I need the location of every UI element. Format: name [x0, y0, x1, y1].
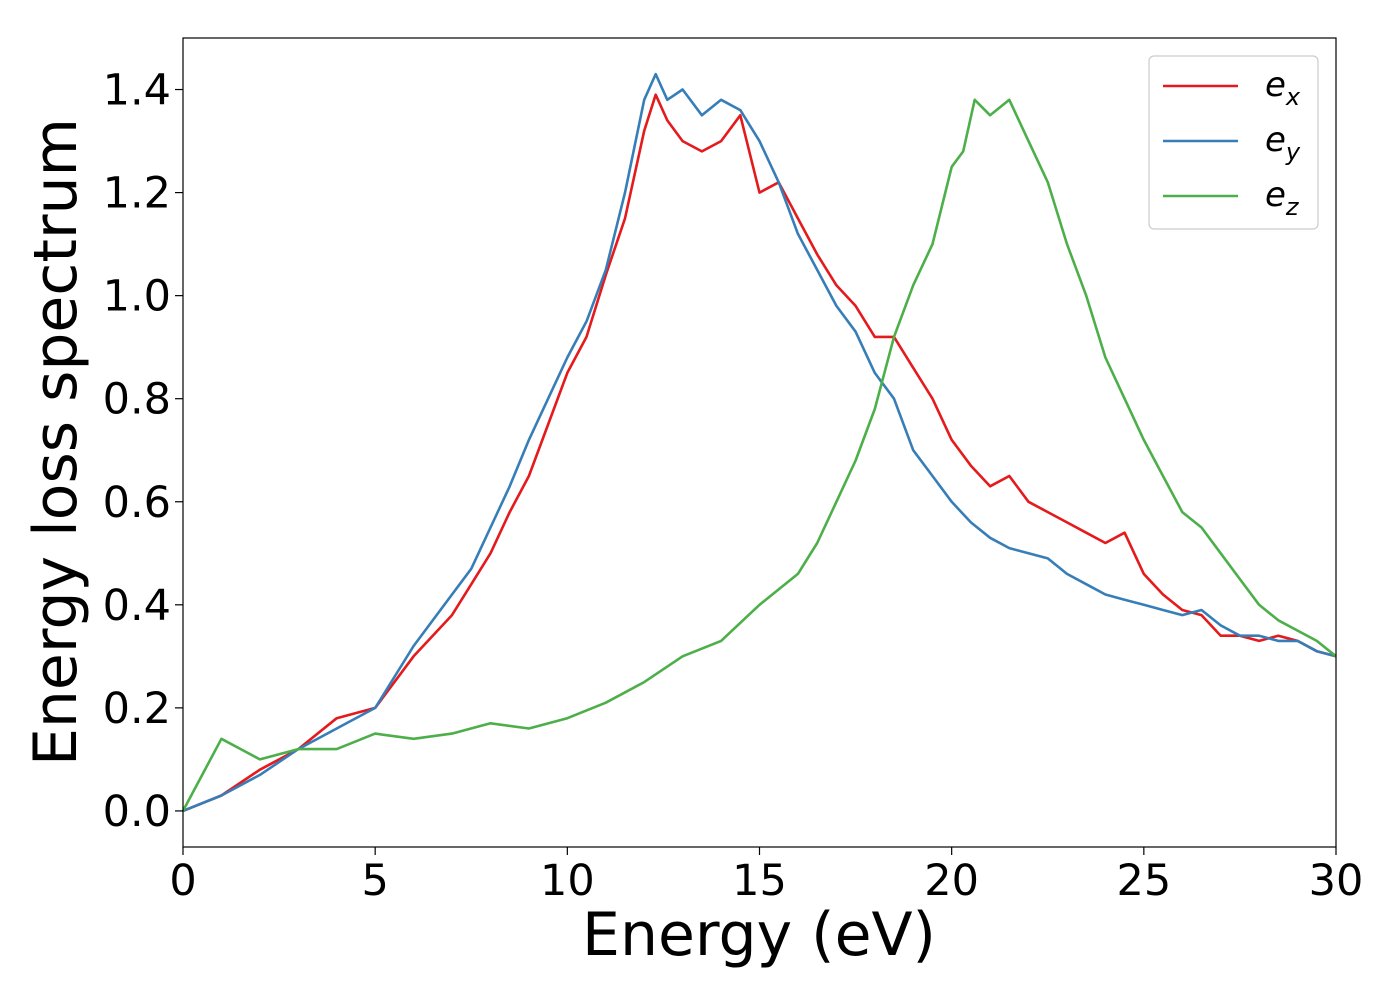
series-line-ez	[181, 98, 1337, 812]
y-tick-label: 0.2	[103, 684, 171, 734]
x-axis-ticks: 0 5 10 15 20 25 30	[169, 847, 1363, 906]
y-tick-label: 1.4	[103, 66, 171, 116]
series-lines	[181, 72, 1337, 813]
y-tick-label: 0.6	[103, 478, 171, 528]
x-tick-label: 10	[540, 856, 595, 906]
x-tick-label: 0	[169, 856, 196, 906]
x-tick-label: 15	[732, 856, 787, 906]
x-tick-label: 5	[361, 856, 388, 906]
y-tick-label: 1.2	[103, 169, 171, 219]
y-tick-label: 0.8	[103, 375, 171, 425]
x-tick-label: 30	[1309, 856, 1364, 906]
y-tick-label: 0.0	[103, 787, 171, 837]
legend-box	[1148, 55, 1319, 230]
x-axis-title: Energy (eV)	[582, 900, 936, 970]
series-line-ey	[182, 72, 1337, 813]
y-tick-label: 1.0	[103, 272, 171, 322]
x-tick-label: 20	[924, 856, 979, 906]
y-axis-title: Energy loss spectrum	[21, 118, 91, 766]
y-axis-ticks: 0.0 0.2 0.4 0.6 0.8 1.0 1.2 1.4	[103, 66, 183, 837]
series-line-ex	[182, 93, 1337, 813]
x-tick-label: 25	[1116, 856, 1171, 906]
y-tick-label: 0.4	[103, 581, 171, 631]
